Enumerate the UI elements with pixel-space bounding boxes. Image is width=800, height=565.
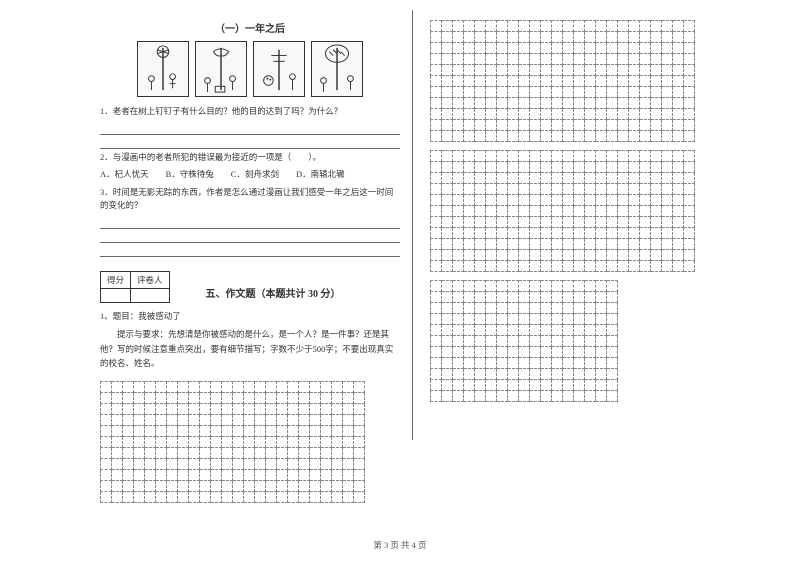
score-header-grader: 评卷人 (131, 271, 170, 288)
grader-cell[interactable] (131, 288, 170, 302)
essay-prompt: 提示与要求：先想清楚你被感动的是什么，是一个人？是一件事？还是其他？写的时候注意… (100, 327, 400, 370)
page-footer: 第 3 页 共 4 页 (0, 539, 800, 551)
section-5-title: 五、作文题（本题共计 30 分） (206, 285, 341, 300)
question-2-stem: 2．与漫画中的老者所犯的错误最为接近的一项是（ ）。 (100, 151, 400, 165)
essay-topic: 1、题目：我被感动了 (100, 309, 400, 323)
writing-grid-right-3[interactable] (430, 280, 710, 402)
answer-line[interactable] (100, 123, 400, 135)
answer-line[interactable] (100, 245, 400, 257)
comic-panel-1 (137, 41, 189, 97)
question-3: 3．时间是无影无踪的东西，作者是怎么通过漫画让我们感受一年之后这一时间的变化的？ (100, 186, 400, 213)
question-2-options: A．杞人忧天 B．守株待兔 C．刻舟求剑 D．南辕北辙 (100, 168, 400, 182)
comic-panel-2 (195, 41, 247, 97)
answer-line[interactable] (100, 217, 400, 229)
score-cell[interactable] (101, 288, 131, 302)
left-column: （一）一年之后 1．老者在树上钉钉子有什么目的？他的目的达到了吗？为什么？ 2．… (100, 20, 400, 503)
right-column (430, 20, 710, 410)
comic-panel-4 (311, 41, 363, 97)
writing-grid-right-2[interactable] (430, 150, 710, 272)
worksheet-page: （一）一年之后 1．老者在树上钉钉子有什么目的？他的目的达到了吗？为什么？ 2．… (0, 0, 800, 565)
writing-grid-left[interactable] (100, 381, 400, 503)
column-divider (412, 10, 413, 440)
comic-panels (100, 41, 400, 97)
question-1: 1．老者在树上钉钉子有什么目的？他的目的达到了吗？为什么？ (100, 105, 400, 119)
score-header-score: 得分 (101, 271, 131, 288)
comic-panel-3 (253, 41, 305, 97)
answer-line[interactable] (100, 137, 400, 149)
answer-line[interactable] (100, 231, 400, 243)
passage-title: （一）一年之后 (100, 20, 400, 35)
score-table: 得分 评卷人 五、作文题（本题共计 30 分） (100, 271, 347, 303)
writing-grid-right-1[interactable] (430, 20, 710, 142)
